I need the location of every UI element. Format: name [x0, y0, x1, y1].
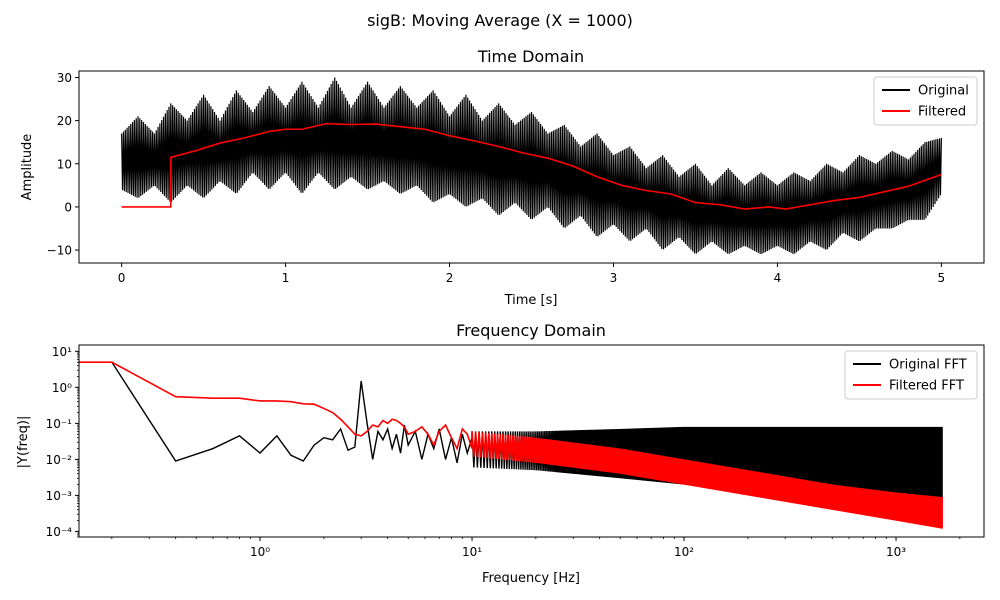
- legend-label-filtered: Filtered: [918, 105, 966, 120]
- time-domain-xlabel: Time [s]: [504, 293, 558, 308]
- axes-frame: [78, 70, 985, 264]
- data-layer: [121, 77, 942, 254]
- y-tick-label: 10⁰: [52, 381, 72, 395]
- x-tick-label: 5: [938, 271, 946, 285]
- frequency-domain-ylabel: |Y(freq)|: [16, 416, 31, 469]
- x-tick-label: 10³: [886, 545, 906, 559]
- y-tick-label: 0: [64, 200, 72, 214]
- x-tick-label: 2: [446, 271, 454, 285]
- legend: Original FFT Filtered FFT: [844, 350, 978, 400]
- y-tick-label: 20: [57, 114, 72, 128]
- x-tick-label: 10²: [674, 545, 694, 559]
- y-tick-label: 10⁻¹: [46, 417, 73, 431]
- y-tick-label: 30: [57, 71, 72, 85]
- frequency-domain-plot-area: 10⁰ 10¹ 10² 10³ 10⁻⁴ 10⁻³ 10⁻² 10⁻¹ 10⁰ 10¹ Origin…: [46, 344, 985, 559]
- frequency-domain-title: Frequency Domain: [456, 321, 606, 340]
- y-tick-label: 10⁻³: [46, 489, 73, 503]
- filtered-line: [121, 122, 942, 210]
- frequency-domain-panel: Frequency Domain 10⁰ 10¹ 10² 10³ 10⁻⁴ 10⁻³ 10⁻…: [16, 321, 985, 586]
- time-domain-panel: Time Domain 0 1 2 3 4 5 −10 0 10 20 30 Original Filt…: [20, 47, 985, 308]
- legend-label-original: Original: [918, 84, 969, 99]
- legend-label-filtered-fft: Filtered FFT: [889, 379, 964, 394]
- y-tick-label: 10⁻²: [46, 453, 73, 467]
- y-tick-label: −10: [47, 244, 72, 258]
- frequency-domain-xlabel: Frequency [Hz]: [482, 571, 580, 586]
- data-layer: [79, 361, 943, 529]
- x-tick-label: 3: [610, 271, 618, 285]
- y-tick-label: 10¹: [52, 345, 72, 359]
- y-tick-label: 10: [57, 157, 72, 171]
- x-tick-label: 1: [282, 271, 290, 285]
- x-tick-label: 10¹: [462, 545, 482, 559]
- x-tick-label: 4: [774, 271, 782, 285]
- x-tick-label: 0: [118, 271, 126, 285]
- figure-title: sigB: Moving Average (X = 1000): [367, 11, 633, 30]
- x-tick-label: 10⁰: [250, 545, 270, 559]
- time-domain-ylabel: Amplitude: [20, 134, 35, 201]
- y-tick-label: 10⁻⁴: [46, 525, 73, 539]
- legend: Original Filtered: [873, 76, 978, 126]
- time-domain-plot-area: 0 1 2 3 4 5 −10 0 10 20 30 Original Filtered: [47, 70, 985, 285]
- original-trace: [121, 77, 942, 254]
- axes-frame: [78, 344, 985, 538]
- filtered-fft-line: [79, 361, 943, 529]
- legend-label-original-fft: Original FFT: [889, 358, 967, 373]
- time-domain-title: Time Domain: [477, 47, 584, 66]
